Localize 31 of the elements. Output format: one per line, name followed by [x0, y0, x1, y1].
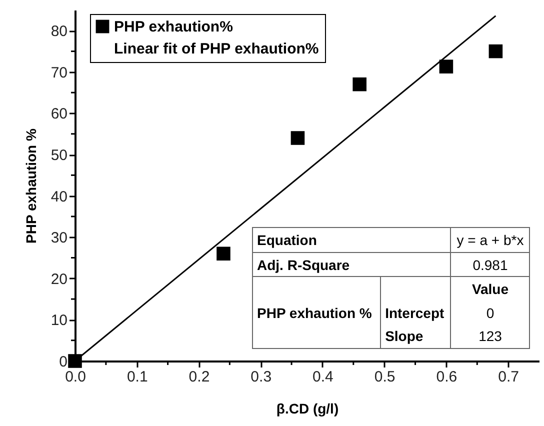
x-tick-label: 0.1	[126, 368, 148, 386]
y-tick-label: 0	[59, 354, 68, 370]
annotation: PHP exhaution %	[252, 276, 381, 348]
x-tick-label: 0.5	[374, 368, 396, 386]
annotation: 0.981	[450, 252, 530, 277]
x-tick-label: 0.7	[498, 368, 519, 386]
annotation: Intercept	[380, 301, 451, 324]
annotation: Equation	[252, 228, 451, 252]
y-tick-label: 60	[50, 106, 68, 123]
y-tick-label: 80	[50, 23, 68, 40]
x-tick-label: 0.4	[312, 368, 334, 386]
y-tick-label: 30	[50, 230, 68, 247]
text: Linear fit of PHP exhaution%	[114, 40, 319, 58]
x-axis-title: β.CD (g/l)	[276, 400, 339, 416]
legend-label: PHP exhaution%	[114, 18, 233, 36]
y-tick-label: 40	[50, 188, 68, 206]
annotation: Slope	[380, 324, 451, 348]
x-tick-label: 0.6	[436, 368, 458, 386]
x-tick-label: 0.3	[250, 368, 272, 386]
y-tick-label: 10	[50, 312, 68, 330]
y-axis-title: PHP exhaution %	[22, 128, 39, 244]
x-tick-label: 0.0	[65, 368, 86, 386]
annotation: Adj. R-Square	[252, 252, 451, 277]
annotation: Value	[450, 276, 530, 301]
annotation: y = a + b*x	[450, 228, 530, 252]
annotation: 0	[450, 301, 530, 324]
annotation: 123	[450, 324, 530, 348]
y-tick-label: 70	[50, 64, 68, 82]
x-tick-label: 0.2	[188, 368, 210, 386]
y-tick-label: 20	[50, 270, 68, 288]
y-tick-label: 50	[50, 147, 68, 164]
